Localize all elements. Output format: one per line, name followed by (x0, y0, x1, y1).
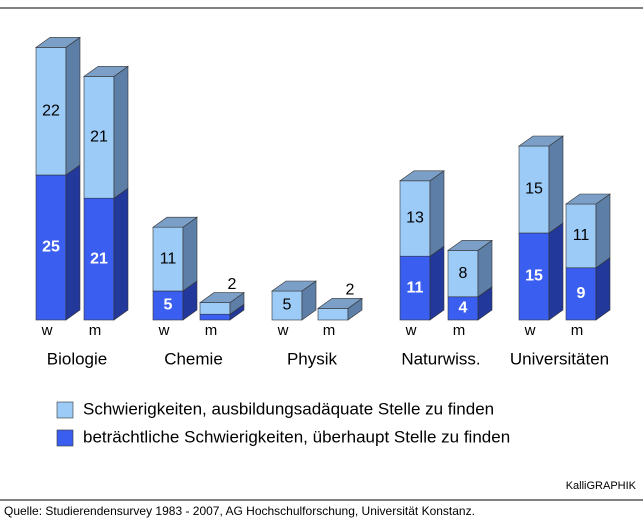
data-label: 21 (90, 250, 108, 267)
bar-segment (83, 76, 115, 199)
data-label: 8 (459, 265, 468, 282)
bar-segment (152, 226, 184, 292)
bar-top (447, 240, 493, 251)
data-label: 9 (577, 285, 586, 302)
source: Quelle: Studierendensurvey 1983 - 2007, … (4, 504, 475, 518)
bar-side (65, 164, 81, 321)
x-tick-label: w (277, 322, 289, 339)
x-tick-label: w (524, 322, 536, 339)
group-label: Physik (287, 349, 338, 368)
bar-segment (399, 255, 431, 321)
bar-segment (317, 308, 349, 321)
bar-segment (565, 267, 597, 321)
bar-segment (152, 290, 184, 321)
bar-top (271, 280, 317, 292)
data-label: 25 (42, 239, 60, 256)
credit: KalliGRAPHIK (566, 480, 637, 492)
bar-segment (447, 250, 479, 298)
bar-top (518, 135, 564, 147)
bar-top (35, 37, 81, 48)
data-label: 2 (228, 276, 237, 293)
legend-label: beträchtliche Schwierigkeiten, überhaupt… (83, 427, 510, 446)
bar-top (565, 193, 611, 205)
data-label: 21 (90, 129, 108, 146)
group-label: Chemie (164, 349, 223, 368)
bar-segment (399, 180, 431, 257)
bar-segment (199, 302, 231, 315)
bar-side (113, 187, 129, 321)
x-tick-label: m (571, 322, 584, 339)
x-tick-label: m (453, 322, 466, 339)
bar-top (83, 66, 129, 77)
bar-top (199, 292, 245, 303)
bar-segment (199, 313, 231, 321)
bar-segment (518, 232, 550, 321)
legend-label: Schwierigkeiten, ausbildungsadäquate Ste… (83, 399, 494, 418)
x-tick-label: w (41, 322, 53, 339)
legend-swatch (56, 429, 74, 447)
bar-segment (83, 197, 115, 321)
data-label: 5 (164, 297, 173, 314)
group-label: Universitäten (510, 349, 609, 368)
bar-side (429, 170, 445, 257)
bar-side (429, 245, 445, 321)
bar-side (548, 135, 564, 234)
data-label: 13 (406, 210, 424, 227)
bar-side (113, 65, 129, 199)
x-tick-label: m (89, 322, 102, 339)
bar-side (65, 36, 81, 176)
data-label: 15 (525, 181, 543, 198)
bar-side (182, 216, 198, 292)
bar-top (152, 216, 198, 228)
data-label: 2 (346, 282, 355, 299)
data-label: 11 (573, 227, 590, 244)
bar-top (399, 170, 445, 182)
bar-side (595, 193, 611, 269)
group-label: Naturwiss. (401, 349, 480, 368)
bar-segment (271, 290, 303, 321)
bar-side (595, 257, 611, 321)
group-label: Biologie (47, 349, 108, 368)
bar-segment (518, 145, 550, 234)
x-tick-label: w (405, 322, 417, 339)
legend-swatch (56, 401, 74, 419)
data-label: 22 (42, 102, 60, 119)
data-label: 11 (407, 279, 424, 296)
data-label: 11 (160, 250, 177, 267)
data-label: 15 (525, 268, 543, 285)
bar-segment (35, 174, 67, 321)
data-label: 5 (283, 297, 292, 314)
x-tick-label: m (205, 322, 218, 339)
bar-top (317, 298, 363, 309)
x-tick-label: m (323, 322, 336, 339)
bar-side (548, 222, 564, 321)
data-label: 4 (459, 300, 468, 317)
bar-segment (565, 203, 597, 269)
x-tick-label: w (158, 322, 170, 339)
